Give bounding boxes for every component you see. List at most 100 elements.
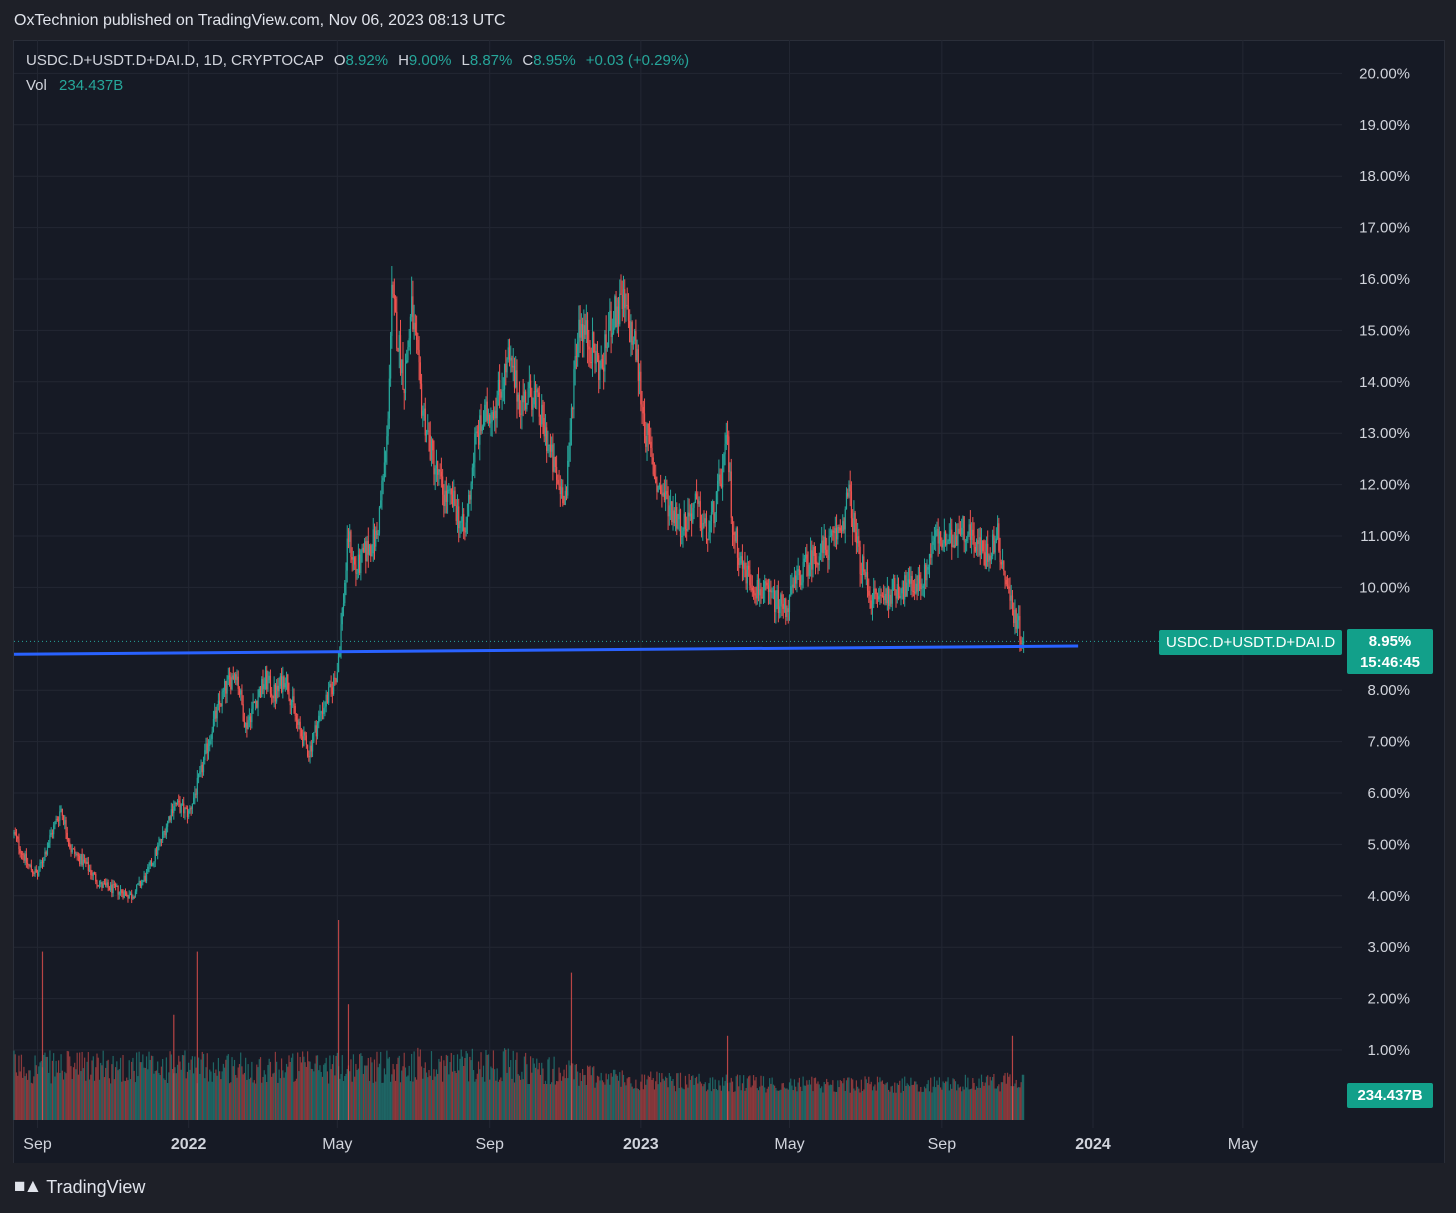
volume-bar <box>148 1051 150 1120</box>
candle-body <box>357 554 359 573</box>
volume-bar <box>176 1064 179 1120</box>
candle-body <box>474 433 476 463</box>
candle-body <box>1006 584 1009 587</box>
volume-bar <box>53 1053 55 1120</box>
candle-body <box>340 624 342 651</box>
candle-body <box>490 421 492 424</box>
volume-bar <box>481 1077 483 1120</box>
candle-body <box>427 430 429 432</box>
candle-body <box>112 884 114 894</box>
volume-bar <box>123 1080 125 1120</box>
volume-bar <box>414 1077 416 1120</box>
candle-body <box>435 460 438 469</box>
volume-bar <box>93 1080 96 1120</box>
volume-bar <box>394 1080 397 1120</box>
candle-body <box>501 389 503 398</box>
candle-body <box>665 491 667 500</box>
candle-body <box>469 494 471 500</box>
volume-bar <box>608 1074 610 1120</box>
volume-bar <box>136 1052 138 1120</box>
volume-bar <box>915 1081 917 1120</box>
candle-body <box>220 703 222 707</box>
candle-body <box>684 513 687 529</box>
volume-bar <box>584 1074 586 1120</box>
candle-body <box>46 847 49 855</box>
volume-bar <box>310 1068 312 1120</box>
volume-bar <box>725 1074 727 1120</box>
candle-body <box>450 488 452 495</box>
candle-body <box>443 494 445 507</box>
volume-bar <box>730 1077 732 1120</box>
volume-bar <box>938 1077 940 1120</box>
volume-label[interactable]: Vol <box>26 77 47 94</box>
volume-bar <box>828 1085 830 1120</box>
candle-body <box>175 802 177 805</box>
candle-body <box>692 507 694 523</box>
candle-body <box>300 729 303 737</box>
candle-body <box>210 738 212 741</box>
candle-body <box>367 540 369 555</box>
volume-bar <box>547 1059 549 1120</box>
volume-bar <box>428 1070 430 1120</box>
volume-bar <box>838 1087 840 1120</box>
volume-bar <box>439 1061 441 1120</box>
candle-body <box>797 569 799 572</box>
candle-body <box>827 555 829 561</box>
volume-bar <box>389 1081 392 1120</box>
volume-spike <box>570 972 573 1120</box>
volume-bar <box>290 1057 293 1120</box>
open-value: 8.92% <box>345 52 389 69</box>
candle-body <box>620 293 622 295</box>
candle-body <box>455 505 457 522</box>
candle-body <box>881 595 884 597</box>
volume-bar <box>702 1086 704 1120</box>
volume-bar <box>285 1063 288 1120</box>
candle-body <box>387 418 389 437</box>
candle-body <box>811 550 813 570</box>
volume-bar <box>126 1077 128 1120</box>
volume-bar <box>595 1082 597 1120</box>
volume-bar <box>362 1073 364 1120</box>
volume-bar <box>309 1061 311 1120</box>
candle-body <box>176 800 179 805</box>
candle-body <box>323 708 325 714</box>
y-tick-label: 6.00% <box>1367 785 1410 802</box>
volume-bar <box>19 1071 21 1120</box>
candle-body <box>686 528 688 531</box>
candle-body <box>133 897 135 899</box>
candle-body <box>518 394 521 414</box>
candle-body <box>56 818 58 821</box>
symbol-label[interactable]: USDC.D+USDT.D+DAI.D, 1D, CRYPTOCAP <box>26 52 324 69</box>
candle-body <box>411 296 413 317</box>
candle-body <box>643 413 646 436</box>
candle-body <box>189 808 191 811</box>
volume-bar <box>621 1070 623 1120</box>
candle-body <box>162 831 164 841</box>
candle-body <box>137 883 139 885</box>
candle-body <box>303 732 305 746</box>
candle-body <box>179 802 181 813</box>
candle-body <box>713 501 715 524</box>
tradingview-brand[interactable]: ■▲ TradingView <box>14 1176 145 1198</box>
candle-body <box>85 861 87 864</box>
candle-body <box>637 349 639 381</box>
candle-body <box>316 723 319 737</box>
candle-body <box>24 853 26 861</box>
candle-body <box>930 553 932 558</box>
volume-bar <box>206 1053 208 1120</box>
volume-bar <box>615 1074 617 1120</box>
volume-bar <box>246 1079 248 1120</box>
volume-bar <box>526 1064 528 1120</box>
candle-body <box>910 576 912 584</box>
volume-bar <box>849 1092 851 1120</box>
candle-body <box>290 702 293 706</box>
volume-bar <box>964 1074 967 1120</box>
volume-bar <box>548 1057 550 1120</box>
volume-bar <box>883 1083 885 1120</box>
volume-bar <box>217 1057 220 1120</box>
volume-bar <box>305 1066 307 1120</box>
volume-bar <box>30 1082 32 1120</box>
volume-bar <box>201 1051 203 1120</box>
volume-bar <box>729 1082 731 1120</box>
